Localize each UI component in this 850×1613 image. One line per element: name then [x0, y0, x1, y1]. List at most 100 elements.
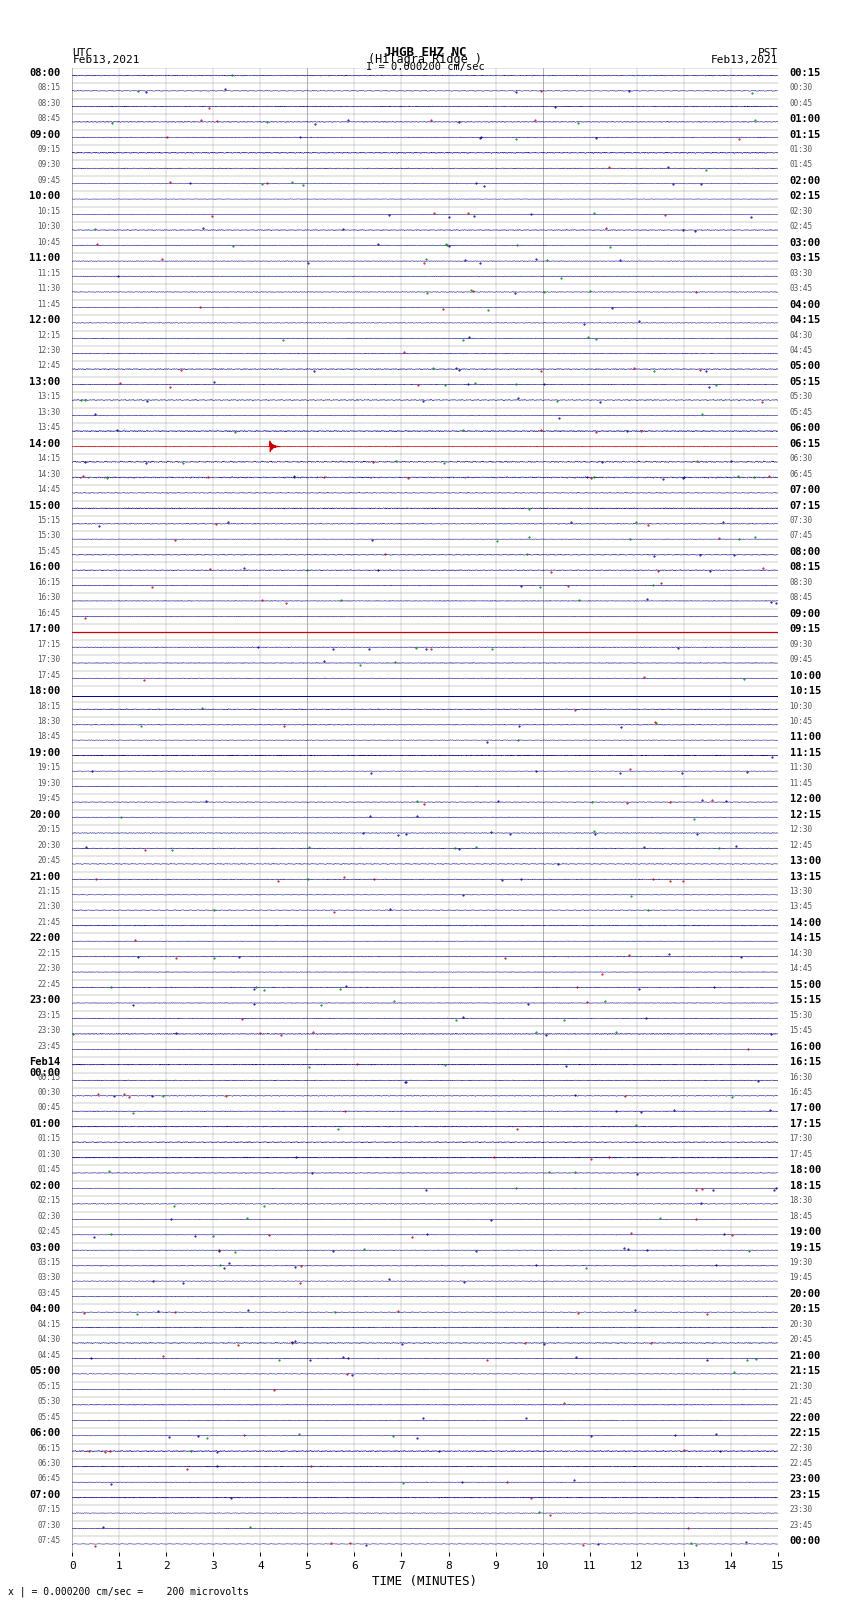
Text: 09:45: 09:45 [790, 655, 813, 665]
Text: 22:15: 22:15 [790, 1428, 821, 1439]
Text: 12:45: 12:45 [790, 840, 813, 850]
Text: JHGB EHZ NC: JHGB EHZ NC [383, 45, 467, 58]
Text: 19:00: 19:00 [790, 1227, 821, 1237]
Text: 04:45: 04:45 [37, 1350, 60, 1360]
Text: 20:00: 20:00 [790, 1289, 821, 1298]
Text: 10:00: 10:00 [29, 192, 60, 202]
Text: 12:30: 12:30 [37, 347, 60, 355]
Text: 07:45: 07:45 [790, 532, 813, 540]
Text: 12:00: 12:00 [29, 315, 60, 326]
Text: 01:45: 01:45 [37, 1165, 60, 1174]
Text: 19:15: 19:15 [790, 1242, 821, 1253]
Text: 04:15: 04:15 [790, 315, 821, 326]
Text: 13:15: 13:15 [37, 392, 60, 402]
Text: 02:30: 02:30 [37, 1211, 60, 1221]
Text: 22:45: 22:45 [37, 979, 60, 989]
Text: 16:45: 16:45 [37, 608, 60, 618]
Text: Feb13,2021: Feb13,2021 [72, 55, 139, 65]
Text: 22:15: 22:15 [37, 948, 60, 958]
Text: 08:15: 08:15 [790, 563, 821, 573]
Text: 19:30: 19:30 [790, 1258, 813, 1266]
Text: 13:30: 13:30 [37, 408, 60, 416]
Text: 09:15: 09:15 [790, 624, 821, 634]
Text: 14:15: 14:15 [790, 934, 821, 944]
Text: 16:15: 16:15 [37, 577, 60, 587]
Text: 12:30: 12:30 [790, 826, 813, 834]
Text: 18:00: 18:00 [29, 686, 60, 697]
Text: 22:30: 22:30 [37, 965, 60, 973]
Text: 16:15: 16:15 [790, 1057, 821, 1068]
Text: 19:45: 19:45 [790, 1274, 813, 1282]
Text: 03:15: 03:15 [37, 1258, 60, 1266]
Text: 19:30: 19:30 [37, 779, 60, 787]
Text: 06:30: 06:30 [790, 455, 813, 463]
Text: 06:00: 06:00 [29, 1428, 60, 1439]
Text: 05:45: 05:45 [37, 1413, 60, 1421]
Text: 17:15: 17:15 [790, 1119, 821, 1129]
Text: 21:15: 21:15 [37, 887, 60, 895]
Text: 05:45: 05:45 [790, 408, 813, 416]
Text: 17:00: 17:00 [790, 1103, 821, 1113]
Text: 22:00: 22:00 [790, 1413, 821, 1423]
Text: 07:30: 07:30 [790, 516, 813, 524]
Text: 18:15: 18:15 [790, 1181, 821, 1190]
Text: 05:30: 05:30 [37, 1397, 60, 1407]
Text: 03:45: 03:45 [37, 1289, 60, 1298]
Text: 15:45: 15:45 [790, 1026, 813, 1036]
Text: 02:00: 02:00 [29, 1181, 60, 1190]
Text: 03:15: 03:15 [790, 253, 821, 263]
Text: 06:45: 06:45 [790, 469, 813, 479]
Text: 08:00: 08:00 [790, 547, 821, 556]
Text: 11:15: 11:15 [37, 269, 60, 277]
Text: 07:15: 07:15 [37, 1505, 60, 1515]
Text: 02:30: 02:30 [790, 206, 813, 216]
Text: 08:15: 08:15 [37, 84, 60, 92]
Text: 02:00: 02:00 [790, 176, 821, 185]
Text: 08:30: 08:30 [37, 98, 60, 108]
Text: 10:15: 10:15 [790, 686, 821, 697]
Text: 00:30: 00:30 [790, 84, 813, 92]
Text: 23:15: 23:15 [37, 1011, 60, 1019]
Text: 21:30: 21:30 [37, 903, 60, 911]
Text: 06:15: 06:15 [37, 1444, 60, 1452]
Text: 23:45: 23:45 [37, 1042, 60, 1050]
Text: 06:15: 06:15 [790, 439, 821, 448]
Text: 05:00: 05:00 [790, 361, 821, 371]
Text: 13:15: 13:15 [790, 871, 821, 882]
Text: 15:15: 15:15 [790, 995, 821, 1005]
Text: 11:00: 11:00 [790, 732, 821, 742]
Text: 18:45: 18:45 [37, 732, 60, 742]
Text: 09:00: 09:00 [790, 608, 821, 619]
Text: 06:45: 06:45 [37, 1474, 60, 1484]
Text: 10:45: 10:45 [790, 718, 813, 726]
Text: 01:00: 01:00 [790, 115, 821, 124]
Text: 11:45: 11:45 [790, 779, 813, 787]
Text: 16:30: 16:30 [37, 594, 60, 602]
Text: 14:45: 14:45 [37, 486, 60, 494]
X-axis label: TIME (MINUTES): TIME (MINUTES) [372, 1574, 478, 1587]
Text: 09:45: 09:45 [37, 176, 60, 185]
Text: 21:30: 21:30 [790, 1382, 813, 1390]
Text: 22:30: 22:30 [790, 1444, 813, 1452]
Text: 20:45: 20:45 [790, 1336, 813, 1344]
Text: 13:00: 13:00 [29, 377, 60, 387]
Text: 16:30: 16:30 [790, 1073, 813, 1081]
Text: 04:30: 04:30 [790, 331, 813, 339]
Text: 03:00: 03:00 [29, 1242, 60, 1253]
Text: 14:15: 14:15 [37, 455, 60, 463]
Text: 19:45: 19:45 [37, 794, 60, 803]
Text: 14:30: 14:30 [790, 948, 813, 958]
Text: 03:30: 03:30 [790, 269, 813, 277]
Text: 13:45: 13:45 [790, 903, 813, 911]
Text: 10:00: 10:00 [790, 671, 821, 681]
Text: 18:45: 18:45 [790, 1211, 813, 1221]
Text: 21:45: 21:45 [37, 918, 60, 927]
Text: 20:15: 20:15 [790, 1305, 821, 1315]
Text: 01:30: 01:30 [37, 1150, 60, 1158]
Text: 05:30: 05:30 [790, 392, 813, 402]
Text: 22:00: 22:00 [29, 934, 60, 944]
Text: 14:45: 14:45 [790, 965, 813, 973]
Text: 23:45: 23:45 [790, 1521, 813, 1529]
Text: 17:00: 17:00 [29, 624, 60, 634]
Text: 08:45: 08:45 [37, 115, 60, 123]
